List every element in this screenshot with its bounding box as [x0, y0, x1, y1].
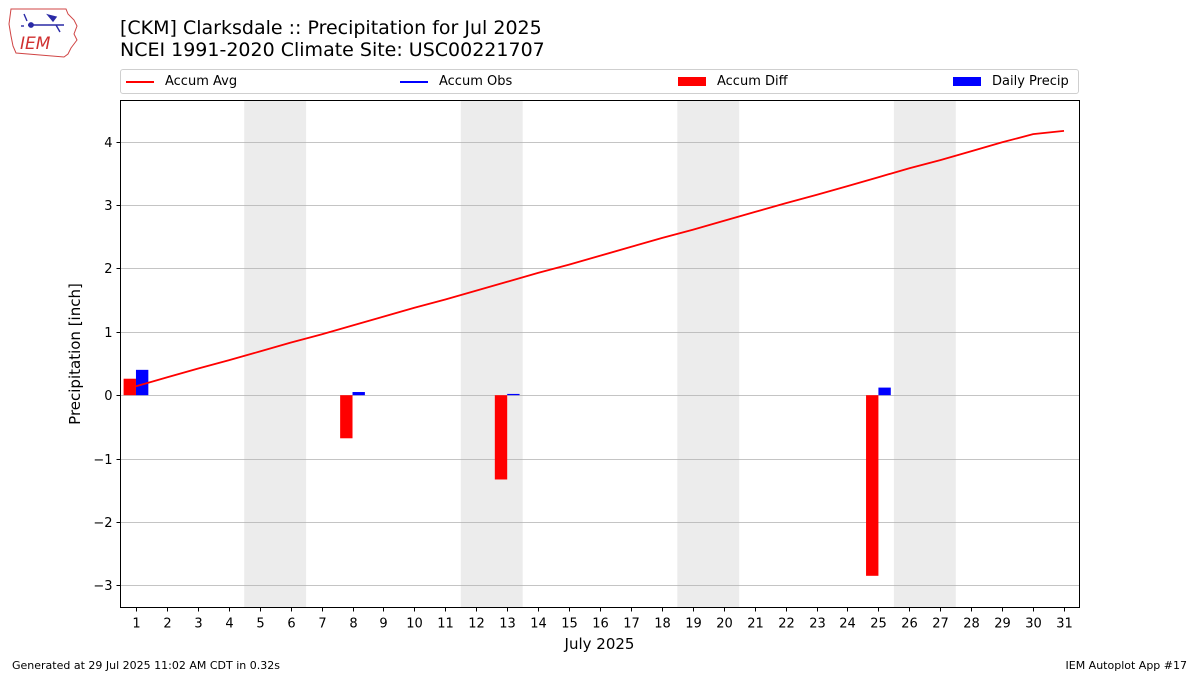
- logo-text: IEM: [20, 34, 51, 54]
- bar-accum-diff-day-25: [866, 395, 879, 576]
- x-tick-label: 28: [963, 617, 980, 632]
- line-accum-avg: [135, 130, 1065, 388]
- lines: [135, 130, 1065, 388]
- x-tick-label: 29: [994, 617, 1011, 632]
- legend-swatch-daily-precip: [953, 77, 981, 86]
- bar-daily-precip-day-1: [135, 369, 149, 396]
- y-tick-label: 0: [104, 389, 112, 404]
- x-tick-label: 8: [349, 617, 357, 632]
- y-tick-label: −1: [93, 453, 112, 468]
- x-tick-label: 19: [685, 617, 702, 632]
- bar-accum-diff-day-1: [123, 378, 136, 396]
- footer-generated: Generated at 29 Jul 2025 11:02 AM CDT in…: [12, 659, 280, 672]
- x-tick-label: 11: [437, 617, 454, 632]
- plot-frame: [120, 100, 1080, 608]
- x-tick-label: 15: [561, 617, 578, 632]
- bar-accum-diff-day-13: [494, 395, 508, 480]
- bars: [123, 369, 891, 576]
- y-gridlines: [120, 142, 1080, 586]
- bar-accum-diff-day-8: [340, 395, 353, 439]
- x-tick-label: 16: [592, 617, 609, 632]
- x-tick-label: 6: [287, 617, 295, 632]
- x-tick-label: 1: [132, 617, 140, 632]
- x-tick-label: 23: [809, 617, 826, 632]
- x-tick-label: 21: [747, 617, 764, 632]
- x-tick-label: 3: [194, 617, 202, 632]
- x-tick-label: 10: [406, 617, 423, 632]
- x-tick-label: 17: [623, 617, 640, 632]
- y-axis-label: Precipitation [inch]: [66, 283, 84, 425]
- legend-swatch-accum-diff: [678, 77, 706, 86]
- chart-title: [CKM] Clarksdale :: Precipitation for Ju…: [120, 17, 542, 39]
- weather-station-icon: [21, 13, 64, 33]
- weekend-shading: [244, 100, 956, 608]
- footer-app: IEM Autoplot App #17: [1065, 659, 1188, 672]
- y-tick-label: 1: [104, 326, 112, 341]
- y-tick-label: 3: [104, 199, 112, 214]
- x-tick-label: 20: [716, 617, 733, 632]
- bar-daily-precip-day-13: [507, 393, 520, 396]
- x-tick-label: 27: [932, 617, 949, 632]
- chart-legend: Accum Avg Accum Obs Accum Diff Daily Pre…: [120, 69, 1079, 94]
- legend-label-daily-precip: Daily Precip: [992, 74, 1069, 89]
- x-tick-label: 4: [225, 617, 233, 632]
- weekend-band-3: [893, 100, 956, 608]
- weekend-band-1: [460, 100, 523, 608]
- x-tick-label: 31: [1056, 617, 1073, 632]
- x-tick-label: 14: [530, 617, 547, 632]
- x-tick-label: 7: [318, 617, 326, 632]
- x-tick-label: 13: [499, 617, 516, 632]
- x-tick-label: 2: [163, 617, 171, 632]
- y-tick-label: −3: [93, 579, 112, 594]
- x-tick-label: 18: [654, 617, 671, 632]
- chart-subtitle: NCEI 1991-2020 Climate Site: USC00221707: [120, 39, 545, 61]
- y-axis: −3 −2 −1 0 1 2 3 4: [93, 136, 121, 594]
- weekend-band-0: [244, 100, 307, 608]
- x-tick-label: 9: [379, 617, 387, 632]
- y-tick-label: 4: [104, 136, 112, 151]
- x-tick-label: 5: [256, 617, 264, 632]
- x-tick-label: 30: [1025, 617, 1042, 632]
- x-tick-label: 24: [839, 617, 856, 632]
- x-tick-label: 12: [468, 617, 485, 632]
- x-tick-label: 25: [870, 617, 887, 632]
- bar-daily-precip-day-8: [352, 392, 365, 396]
- bar-daily-precip-day-25: [878, 387, 891, 396]
- legend-label-accum-avg: Accum Avg: [165, 74, 238, 89]
- x-tick-label: 26: [901, 617, 918, 632]
- x-axis-label: July 2025: [564, 635, 635, 653]
- iem-logo: IEM: [8, 8, 78, 58]
- legend-label-accum-obs: Accum Obs: [439, 74, 513, 89]
- legend-label-accum-diff: Accum Diff: [717, 74, 788, 89]
- y-tick-label: 2: [104, 262, 112, 277]
- y-tick-label: −2: [93, 516, 112, 531]
- x-axis: 1 2 3 4 5 6 7 8 9 10 11 12 13 14 15 16 17 18 19 20 21 22 23 24 2…: [132, 607, 1073, 632]
- weekend-band-2: [677, 100, 740, 608]
- legend-swatch-accum-obs: [400, 81, 428, 83]
- iowa-state-outline: [8, 8, 78, 58]
- x-tick-label: 22: [778, 617, 795, 632]
- legend-swatch-accum-avg: [126, 81, 154, 83]
